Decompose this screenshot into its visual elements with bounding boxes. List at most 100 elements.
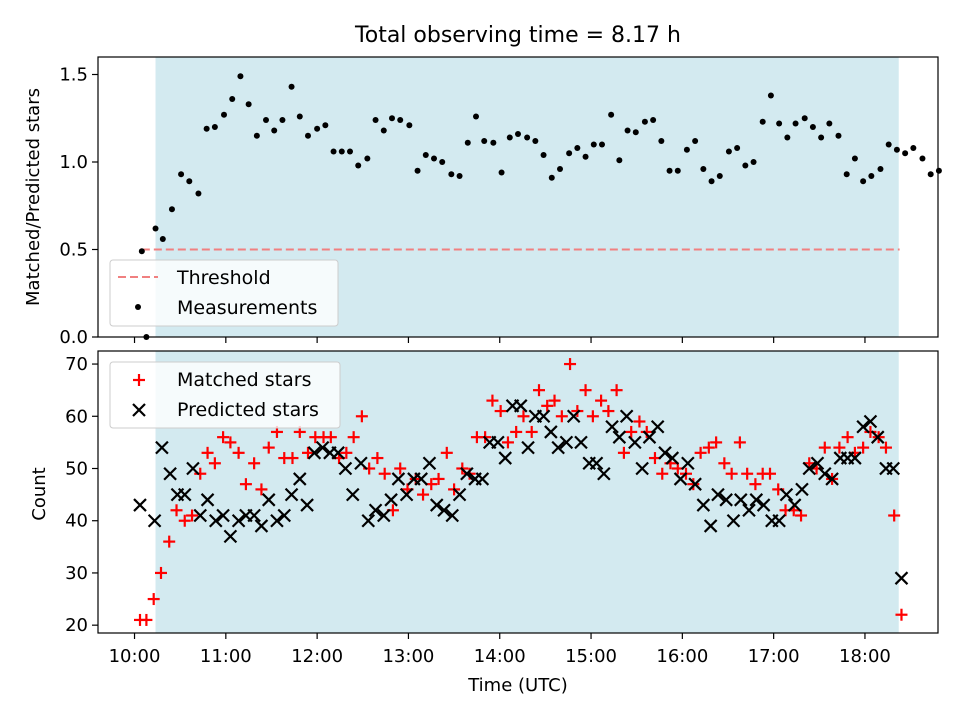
data-point (399, 487, 414, 502)
data-point (696, 498, 711, 512)
data-point (772, 513, 786, 528)
data-point (894, 571, 909, 585)
data-point (445, 508, 460, 523)
data-point (574, 145, 581, 151)
data-point (818, 466, 832, 481)
data-point (910, 145, 917, 151)
data-point (605, 419, 619, 434)
data-point (384, 493, 398, 507)
data-point (481, 138, 488, 144)
data-point (548, 174, 555, 181)
data-point (195, 190, 202, 197)
data-point (138, 248, 145, 255)
data-point (935, 167, 942, 174)
data-point (632, 129, 639, 136)
data-point (364, 155, 371, 162)
x-tick-label: 17:00 (748, 646, 800, 667)
data-point (787, 498, 802, 512)
data-point (302, 446, 314, 459)
data-point (666, 167, 673, 174)
x-axis-label: Time (UTC) (467, 675, 568, 696)
top-y-axis-label: Matched/Predicted stars (23, 88, 44, 306)
chart-title: Total observing time = 8.17 h (354, 23, 681, 48)
data-point (186, 461, 200, 476)
legend-measurements-swatch (135, 304, 141, 310)
data-point (429, 498, 444, 512)
data-point (673, 472, 688, 486)
data-point (725, 467, 738, 480)
data-point (544, 425, 558, 439)
data-point (597, 466, 611, 481)
data-point (371, 452, 384, 465)
data-point (795, 509, 808, 522)
data-point (564, 358, 577, 371)
data-point (209, 513, 223, 528)
data-point (200, 493, 215, 507)
top-axes-frame (97, 56, 939, 338)
data-point (590, 141, 597, 148)
data-point (170, 504, 183, 517)
data-point (658, 446, 672, 460)
data-point (557, 166, 563, 172)
data-point (681, 456, 695, 471)
data-point (380, 127, 387, 134)
legend-measurements-label: Measurements (177, 297, 317, 319)
data-point (491, 435, 505, 450)
data-point (650, 419, 665, 434)
data-point (437, 503, 451, 518)
data-point (186, 178, 193, 185)
data-point (261, 493, 276, 507)
data-point (642, 430, 657, 444)
data-point (848, 451, 862, 465)
legend-threshold-label: Threshold (176, 267, 271, 289)
data-point (338, 461, 353, 476)
data-point (551, 440, 565, 455)
x-tick-label: 14:00 (474, 646, 526, 667)
data-point (749, 493, 764, 507)
data-point (263, 117, 269, 123)
data-point (247, 508, 261, 523)
data-point (397, 117, 404, 123)
x-tick-label: 18:00 (839, 646, 891, 667)
data-point (610, 384, 623, 397)
data-point (515, 131, 521, 137)
data-point (431, 155, 437, 162)
data-point (702, 441, 715, 454)
measurements-series (138, 73, 942, 340)
data-point (513, 399, 528, 413)
data-point (843, 171, 850, 178)
data-point (683, 146, 690, 153)
x-tick-label: 12:00 (291, 646, 343, 667)
data-point (194, 467, 207, 480)
data-point (331, 446, 345, 460)
data-point (525, 425, 538, 438)
data-point (708, 178, 715, 185)
y-tick-label: 70 (65, 354, 88, 375)
data-point (656, 467, 669, 480)
data-point (779, 487, 794, 502)
data-point (692, 138, 699, 144)
x-tick-label: 10:00 (109, 646, 161, 667)
data-point (417, 488, 430, 501)
data-point (665, 451, 680, 465)
data-point (203, 125, 210, 132)
data-point (532, 138, 539, 144)
data-point (460, 466, 474, 481)
data-point (641, 118, 648, 125)
data-point (159, 236, 166, 242)
bottom-axes-frame (97, 350, 939, 634)
data-point (818, 441, 831, 454)
data-point (355, 162, 362, 169)
data-point (378, 467, 391, 480)
data-point (456, 173, 463, 179)
data-point (440, 446, 453, 459)
data-point (255, 483, 268, 496)
data-point (784, 134, 791, 141)
top-legend-box (109, 259, 339, 327)
data-point (211, 124, 218, 130)
y-tick-label: 1.0 (59, 152, 88, 173)
data-point (147, 513, 162, 528)
data-point (498, 169, 505, 176)
data-point (555, 410, 568, 423)
